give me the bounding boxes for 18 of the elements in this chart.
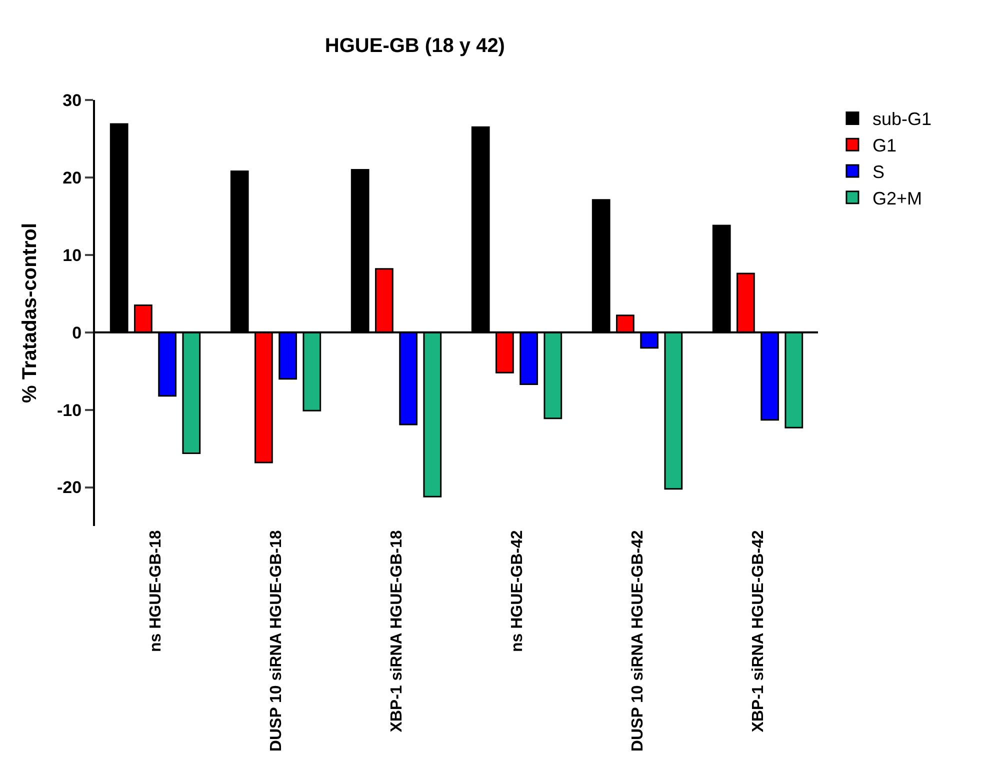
y-tick-label: 30 — [62, 90, 82, 110]
y-axis-title: % Tratadas-control — [19, 222, 42, 404]
x-tick-label: XBP-1 siRNA HGUE-GB-42 — [750, 530, 767, 732]
y-tick-label: 10 — [62, 246, 82, 265]
chart-title: HGUE-GB (18 y 42) — [324, 35, 505, 58]
legend-label: G1 — [872, 136, 896, 156]
x-tick-label: DUSP 10 siRNA HGUE-GB-42 — [629, 530, 646, 752]
x-tick-label: DUSP 10 siRNA HGUE-GB-18 — [268, 530, 285, 752]
x-tick-label: ns HGUE-GB-18 — [147, 530, 164, 652]
y-tick-label: 0 — [72, 323, 82, 342]
y-tick-label: -10 — [57, 400, 82, 420]
y-tick-label: 20 — [62, 168, 82, 188]
x-tick-label: XBP-1 siRNA HGUE-GB-18 — [388, 530, 406, 732]
legend-label: S — [872, 162, 884, 182]
legend-label: sub-G1 — [872, 109, 932, 130]
legend-label: G2+M — [872, 188, 922, 208]
x-tick-label: ns HGUE-GB-42 — [508, 530, 526, 652]
y-tick-label: -20 — [57, 478, 82, 498]
